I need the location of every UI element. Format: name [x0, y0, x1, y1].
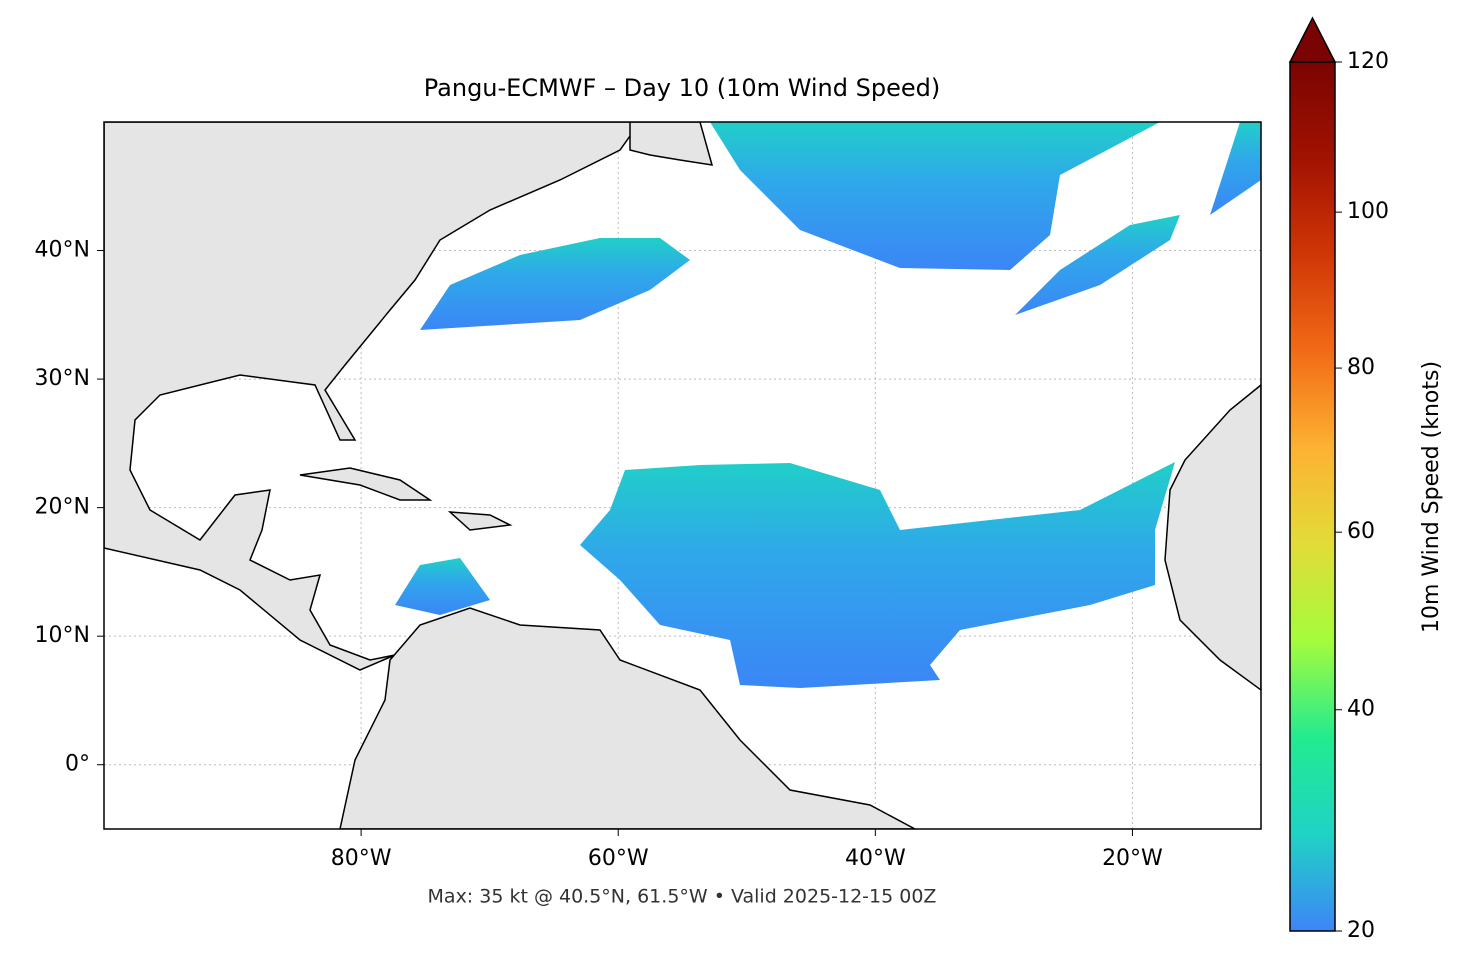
x-tick-label: 20°W	[1102, 846, 1163, 871]
hispaniola	[447, 511, 513, 531]
wind-region	[580, 462, 1175, 688]
colorbar-tick-label: 40	[1347, 697, 1375, 722]
colorbar-extend	[1288, 16, 1337, 63]
x-tick-label: 40°W	[845, 846, 906, 871]
colorbar-tick-label: 60	[1347, 519, 1375, 544]
map-area	[104, 122, 1261, 829]
x-tick-label: 80°W	[331, 846, 392, 871]
africa	[1164, 384, 1261, 691]
wind-region	[1015, 215, 1180, 315]
colorbar	[1289, 61, 1336, 932]
wind-region	[1210, 122, 1261, 215]
north-america	[104, 122, 641, 671]
wind-region	[710, 122, 1160, 270]
title: Pangu-ECMWF – Day 10 (10m Wind Speed)	[424, 74, 940, 102]
colorbar-tick-label: 120	[1347, 49, 1389, 74]
colorbar-tick-label: 80	[1347, 355, 1375, 380]
y-tick-label: 20°N	[35, 495, 90, 520]
y-tick-label: 10°N	[35, 623, 90, 648]
newfoundland	[629, 122, 714, 166]
wind-region	[395, 558, 490, 615]
x-tick-label: 60°W	[588, 846, 649, 871]
map-frame	[103, 121, 1262, 830]
south-america	[339, 607, 916, 829]
colorbar-tick-label: 20	[1347, 918, 1375, 943]
cuba	[299, 467, 433, 501]
colorbar-label: 10m Wind Speed (knots)	[1419, 361, 1444, 633]
footer: Max: 35 kt @ 40.5°N, 61.5°W • Valid 2025…	[428, 886, 937, 908]
y-tick-label: 0°	[65, 752, 90, 777]
y-tick-label: 30°N	[35, 366, 90, 391]
colorbar-tick-label: 100	[1347, 199, 1389, 224]
wind-region	[420, 238, 690, 330]
y-tick-label: 40°N	[35, 238, 90, 263]
